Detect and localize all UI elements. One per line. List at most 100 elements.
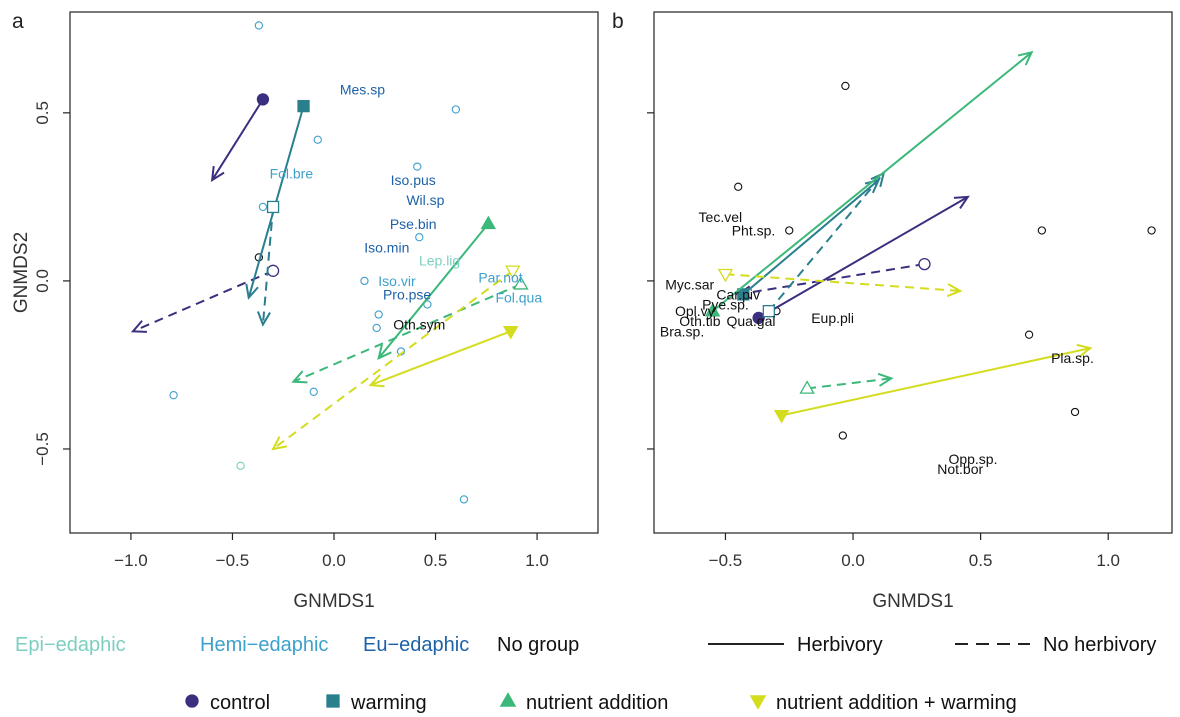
species-label: Pla.sp. xyxy=(1051,350,1094,366)
species-label: Qua.gal xyxy=(726,313,775,329)
species-label: Opp.sp. xyxy=(948,451,997,467)
treatment-marker-nutrient xyxy=(480,215,497,230)
species-point xyxy=(838,431,847,440)
x-tick-label: 0.0 xyxy=(841,551,865,570)
species-label: Fol.qua xyxy=(495,290,542,306)
arrow-head xyxy=(210,166,225,183)
y-tick-label: 0.0 xyxy=(33,269,52,293)
arrow-control-no-herbivory xyxy=(132,269,274,333)
line-legend-label: No herbivory xyxy=(1043,634,1156,656)
arrow-nutrient-no-herbivory xyxy=(806,377,892,390)
species-point xyxy=(372,323,381,333)
x-tick-label: 0.5 xyxy=(969,551,993,570)
x-tick-label: −0.5 xyxy=(216,551,250,570)
x-axis-label: GNMDS1 xyxy=(293,591,374,612)
treatment-legend-marker-nutrient xyxy=(499,692,517,707)
y-tick-label: 0.5 xyxy=(33,101,52,125)
species-point xyxy=(413,162,422,171)
arrow-nutrient-herbivory xyxy=(712,51,1033,312)
arrow-control-no-herbivory xyxy=(738,263,925,296)
arrow-head xyxy=(946,283,963,298)
arrow-head xyxy=(130,320,147,333)
species-point xyxy=(313,135,322,144)
arrow-head xyxy=(877,372,894,387)
arrow-nutwarm-herbivory xyxy=(781,347,1091,417)
arrow-control-herbivory xyxy=(758,196,969,319)
arrow-warming-no-herbivory xyxy=(768,172,885,312)
y-tick-label: −0.5 xyxy=(33,432,52,466)
species-label: Mes.sp xyxy=(340,81,385,97)
treatment-marker-control xyxy=(752,311,765,325)
species-label: Lep.lig xyxy=(419,253,460,269)
species-point xyxy=(734,182,743,191)
species-point xyxy=(1070,407,1080,417)
species-label: Not.bor xyxy=(937,461,983,477)
arrow-warming-herbivory xyxy=(742,179,880,296)
line-legend: Herbivory No herbivory xyxy=(708,634,1156,656)
panel-letter: a xyxy=(12,10,24,33)
group-legend: Epi−edaphic Hemi−edaphic Eu−edaphic No grou… xyxy=(15,634,579,656)
species-point xyxy=(258,202,268,212)
species-point xyxy=(785,226,794,235)
treatment-marker-control-open xyxy=(266,264,280,277)
species-label: Iso.min xyxy=(364,239,409,255)
treatment-legend-label: nutrient addition + warming xyxy=(776,692,1017,714)
species-label: Oth.sym xyxy=(393,317,445,333)
group-legend-epi: Epi−edaphic xyxy=(15,634,126,656)
group-legend-hemi: Hemi−edaphic xyxy=(200,634,328,656)
x-tick-label: 0.5 xyxy=(424,551,448,570)
x-tick-label: 1.0 xyxy=(525,551,549,570)
arrow-head xyxy=(953,195,970,210)
arrow-head xyxy=(377,344,392,360)
arrow-head xyxy=(291,370,308,384)
x-tick-label: 1.0 xyxy=(1096,551,1120,570)
arrow-head xyxy=(245,283,259,300)
species-point xyxy=(360,276,369,286)
species-label: Myc.sar xyxy=(665,276,714,292)
arrow-nutwarm-no-herbivory xyxy=(272,270,514,450)
arrow-nutwarm-herbivory xyxy=(370,330,512,387)
species-label: Par.not xyxy=(478,270,522,286)
x-tick-label: −1.0 xyxy=(114,551,148,570)
treatment-marker-warming-open xyxy=(762,305,775,318)
line-legend-label: Herbivory xyxy=(797,634,883,656)
species-label: Bra.sp. xyxy=(660,323,704,339)
species-point xyxy=(309,387,318,396)
treatment-marker-warming xyxy=(737,288,750,301)
species-label: Car.piv xyxy=(716,286,760,302)
treatment-marker-nutrient-open xyxy=(799,380,815,394)
arrow-warming-no-herbivory xyxy=(261,206,275,325)
species-point xyxy=(1024,330,1034,339)
panel-letter: b xyxy=(612,10,624,33)
species-point xyxy=(374,310,383,319)
treatment-marker-nutrient-open xyxy=(513,276,529,290)
arrow-nutwarm-no-herbivory xyxy=(725,273,961,292)
species-point xyxy=(236,461,245,470)
species-point xyxy=(451,105,460,114)
treatment-legend: control warming nutrient addition nutrient … xyxy=(185,692,1017,714)
species-label: Pye.sp. xyxy=(702,296,749,312)
arrow-head xyxy=(1017,50,1034,66)
arrow-head xyxy=(1076,343,1093,358)
species-label: Wil.sp xyxy=(406,192,444,208)
species-label: Iso.vir xyxy=(378,273,416,289)
group-legend-eu: Eu−edaphic xyxy=(363,634,469,656)
species-point xyxy=(415,233,424,242)
arrow-head xyxy=(368,374,385,388)
species-point xyxy=(1147,226,1156,235)
species-point xyxy=(459,495,469,504)
treatment-marker-nutwarm-open xyxy=(717,268,734,283)
treatment-legend-label: control xyxy=(210,692,270,714)
x-tick-label: −0.5 xyxy=(709,551,743,570)
species-label: Oth.tib xyxy=(679,313,720,329)
treatment-marker-nutwarm-open xyxy=(504,265,521,280)
treatment-marker-control xyxy=(256,93,270,106)
treatment-legend-marker-control xyxy=(185,694,199,708)
arrow-control-herbivory xyxy=(211,98,264,181)
treatment-marker-warming xyxy=(297,99,310,113)
species-label: Iso.pus xyxy=(391,172,436,188)
arrow-nutrient-no-herbivory xyxy=(292,283,522,383)
panel-a: a −1.0 −0.5 0.0 0.5 1.0 −0.5 0.0 0.5 GNMDS1 GNMDS2… xyxy=(11,10,599,612)
